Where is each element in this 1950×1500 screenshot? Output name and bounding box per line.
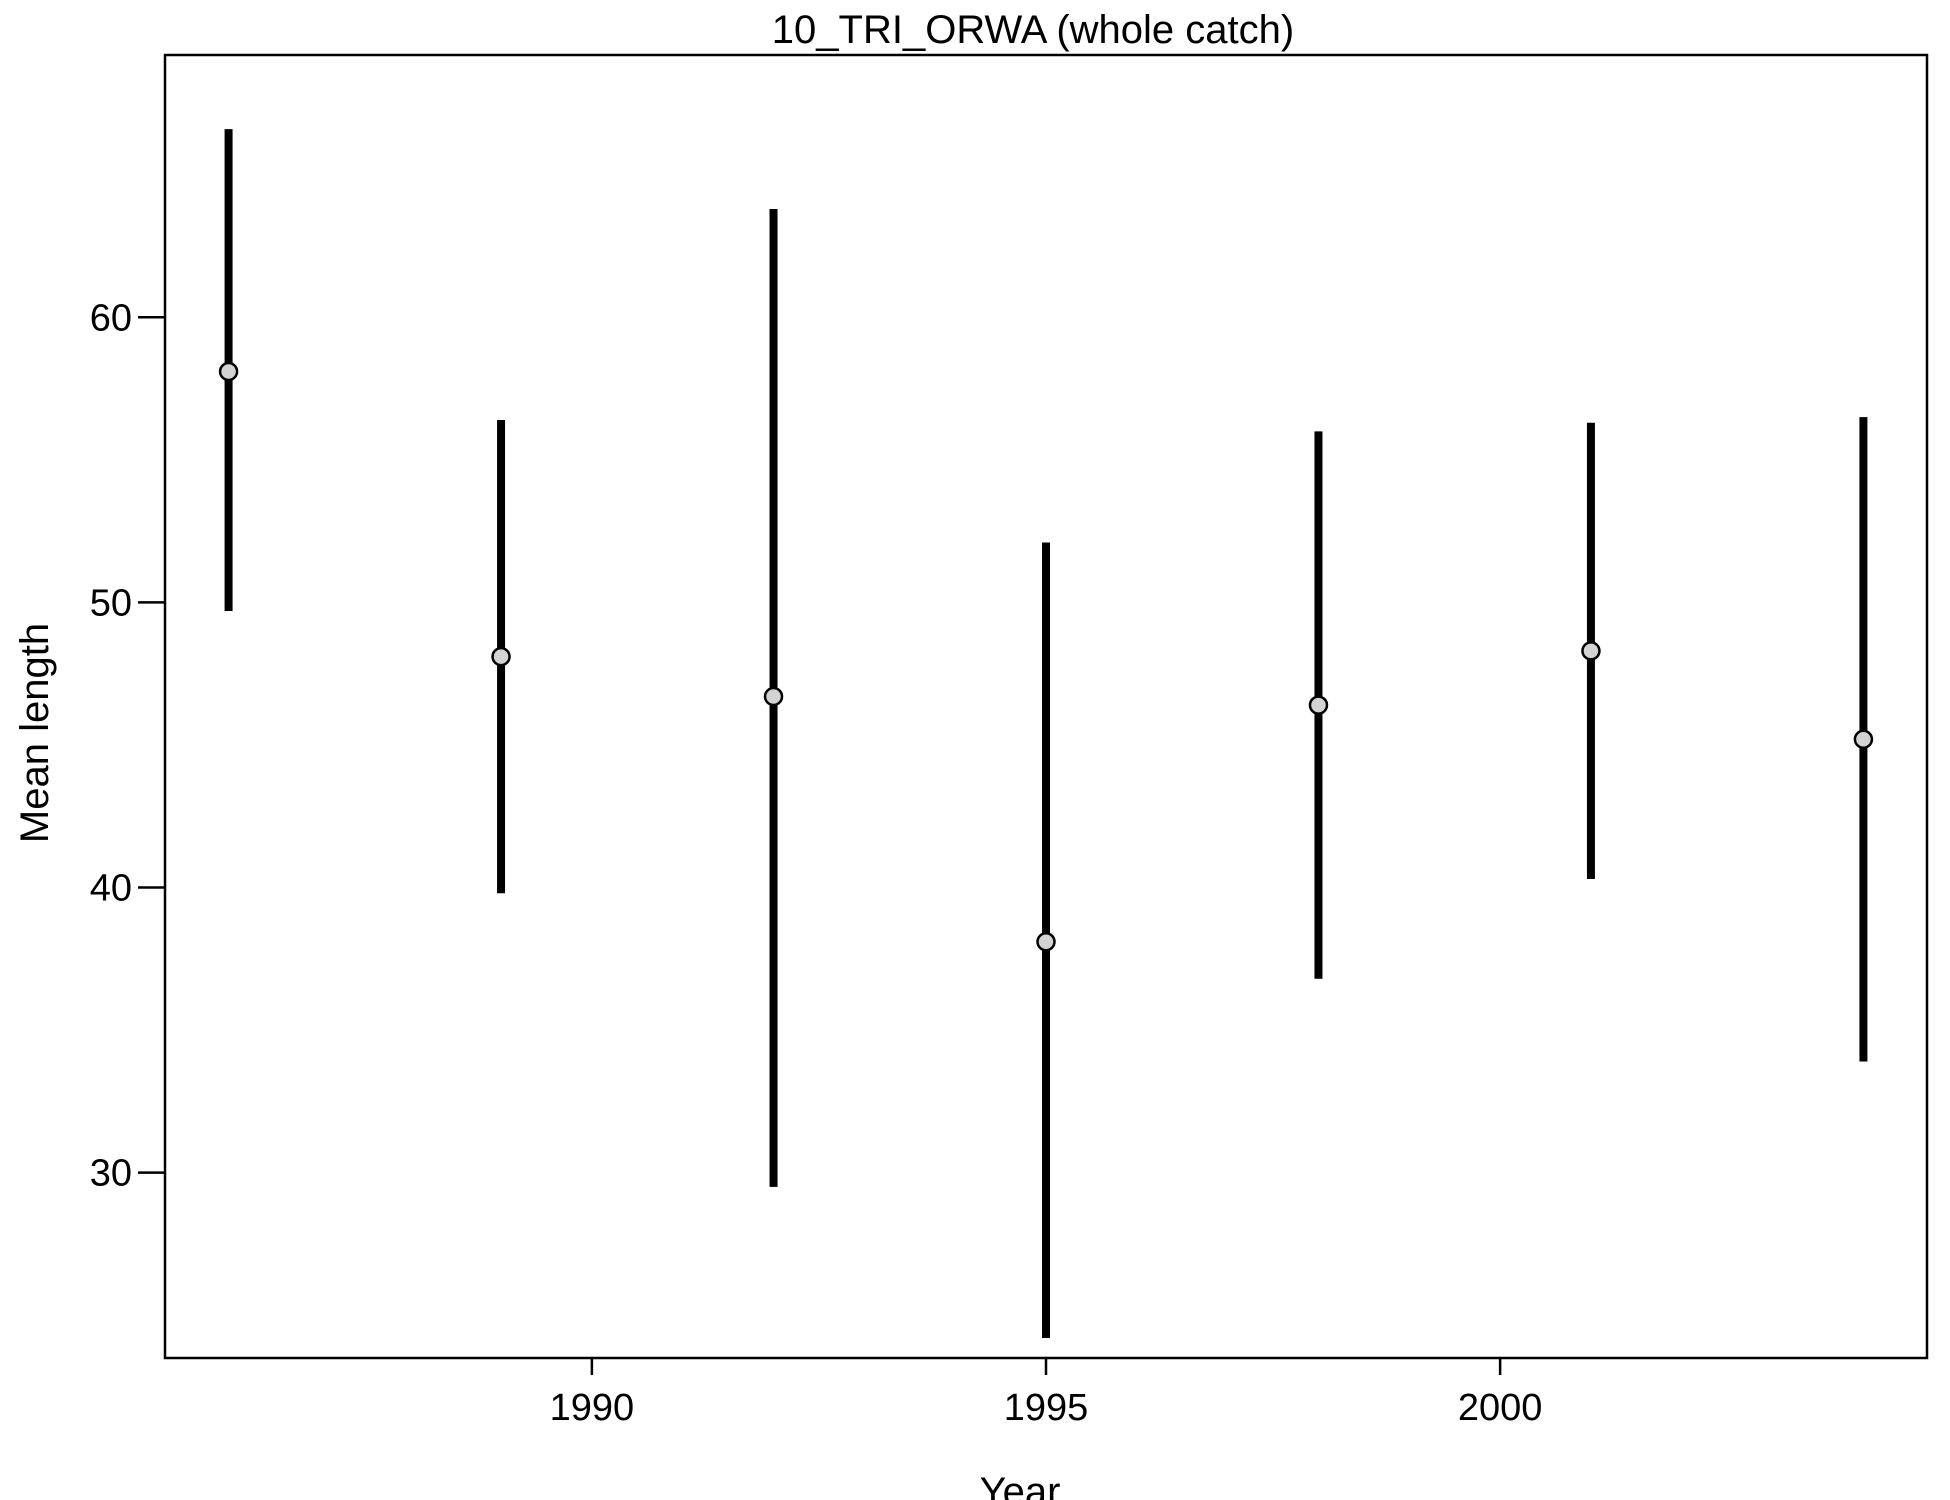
y-tick-label: 30	[90, 1153, 132, 1195]
y-axis-title: Mean length	[13, 623, 57, 843]
chart-title: 10_TRI_ORWA (whole catch)	[772, 8, 1294, 52]
x-tick-label: 2000	[1458, 1387, 1543, 1429]
mean-point	[1581, 641, 1601, 661]
x-axis-title: Year	[980, 1470, 1061, 1500]
mean-point	[491, 646, 511, 667]
mean-point	[1308, 695, 1329, 715]
mean-point	[1036, 931, 1056, 952]
error-bars	[224, 129, 1868, 1339]
x-tick-label: 1990	[550, 1387, 635, 1429]
mean-point	[1853, 729, 1874, 750]
mean-point	[763, 686, 784, 707]
y-tick-label: 50	[90, 582, 132, 624]
y-tick-label: 40	[90, 868, 132, 910]
x-tick-label: 1995	[1004, 1387, 1089, 1429]
x-axis: 1990 1995 2000	[550, 1358, 1543, 1429]
mean-points	[218, 361, 1874, 952]
y-tick-label: 60	[90, 297, 132, 339]
y-axis: 30 40 50 60	[90, 297, 165, 1195]
mean-point	[218, 361, 239, 382]
